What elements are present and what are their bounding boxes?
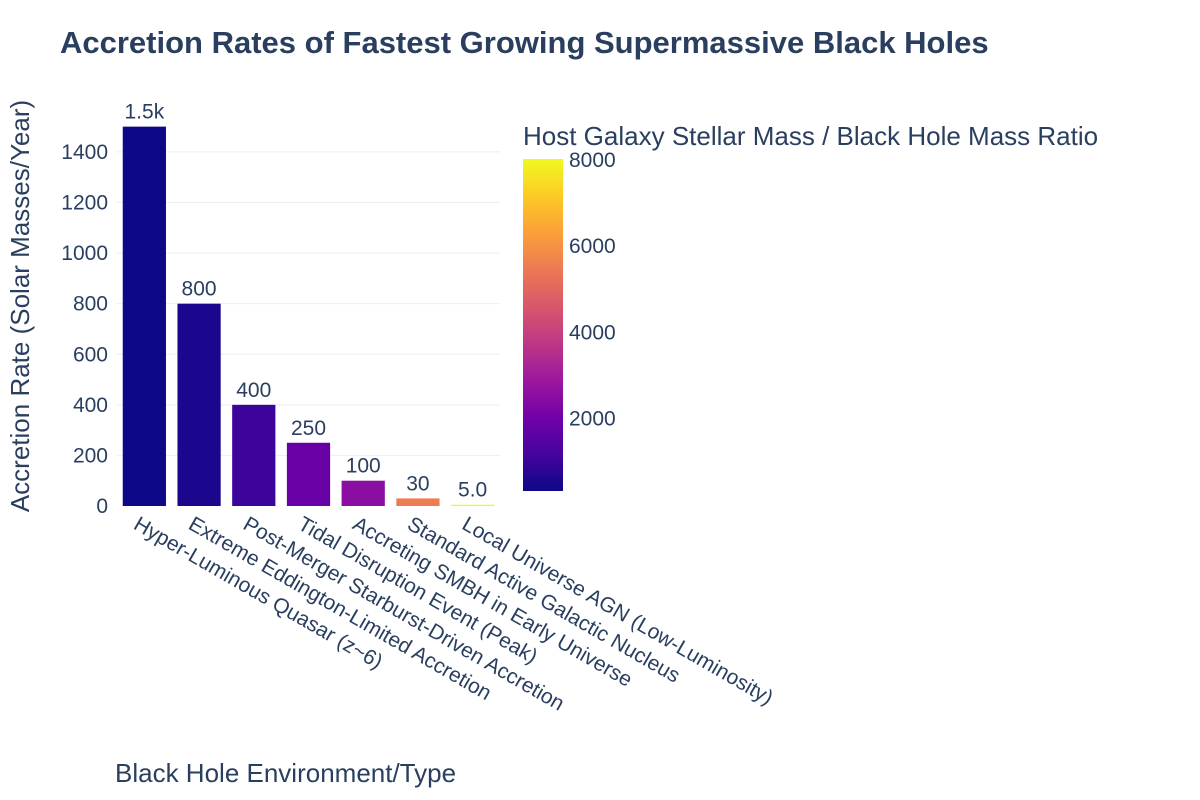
bar	[451, 504, 495, 506]
data-label: 400	[236, 379, 271, 402]
bar	[341, 480, 385, 506]
data-label: 250	[291, 417, 326, 440]
x-axis-title: Black Hole Environment/Type	[115, 758, 456, 788]
data-label: 800	[182, 278, 217, 301]
y-axis-title: Accretion Rate (Solar Masses/Year)	[5, 100, 35, 512]
colorbar-tick-label: 4000	[569, 321, 616, 344]
data-label: 30	[406, 472, 429, 495]
gridlines	[117, 151, 500, 456]
y-axis-ticks: 0 200 400 600 800 1000 1200 1400	[61, 141, 108, 518]
colorbar-tick-label: 8000	[569, 149, 616, 172]
x-axis-ticks: Hyper-Luminous Quasar (z~6)Extreme Eddin…	[130, 512, 777, 715]
y-tick-label: 1400	[61, 141, 108, 164]
y-tick-label: 200	[73, 444, 108, 467]
bar	[286, 442, 331, 506]
y-tick-label: 1000	[61, 242, 108, 265]
y-tick-label: 400	[73, 394, 108, 417]
chart-title: Accretion Rates of Fastest Growing Super…	[60, 25, 989, 60]
bar	[177, 303, 221, 506]
colorbar-tick-label: 2000	[569, 408, 616, 431]
bar	[396, 498, 440, 506]
bar	[122, 126, 166, 506]
y-tick-label: 1200	[61, 192, 108, 215]
colorbar-ticks: 2000 4000 6000 8000	[569, 149, 616, 431]
y-tick-label: 0	[96, 495, 108, 518]
colorbar-title: Host Galaxy Stellar Mass / Black Hole Ma…	[523, 121, 1098, 151]
data-label: 5.0	[458, 479, 487, 502]
y-tick-label: 800	[73, 293, 108, 316]
bars	[122, 126, 495, 506]
colorbar	[523, 159, 563, 491]
colorbar-tick-label: 6000	[569, 235, 616, 258]
data-label: 100	[346, 455, 381, 478]
data-labels: 1.5k 800 400 250 100 30 5.0	[125, 101, 488, 502]
data-label: 1.5k	[125, 101, 165, 124]
bar	[232, 404, 276, 506]
y-tick-label: 600	[73, 343, 108, 366]
